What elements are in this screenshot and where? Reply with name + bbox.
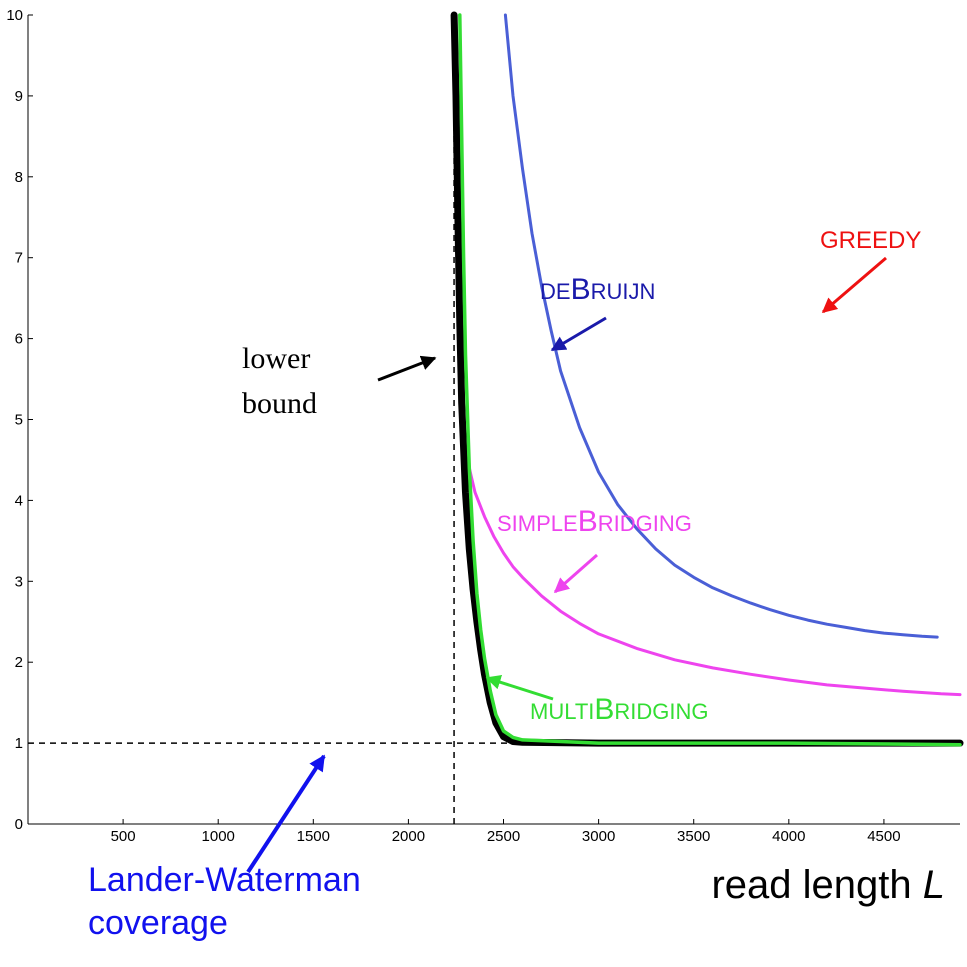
lower-bound-label-line1: lower: [242, 342, 310, 375]
debruijn-arrow: [550, 316, 607, 352]
y-tick-label: 7: [15, 250, 23, 267]
simple-label-small1: SIMPLE: [497, 511, 578, 536]
lower-bound-arrow: [377, 355, 437, 382]
x-axis-label-space: [912, 863, 923, 907]
y-tick-label: 8: [15, 169, 23, 186]
debruijn-label-small1: DE: [540, 279, 571, 304]
series-line-debruijn: [503, 13, 939, 639]
multi-label-small2: RIDGING: [614, 699, 708, 724]
y-tick-label: 0: [15, 816, 23, 833]
tick-group: 0 1 2 3 4 5 6 7 8 9 10 500 1000 1500 2000 2500 3000 3500 4…: [6, 7, 900, 845]
x-tick-label: 500: [111, 828, 136, 845]
series-line-multibridging: [458, 13, 962, 747]
x-tick-label: 2500: [487, 828, 520, 845]
simple-bridging-annotation: SIMPLEBRIDGING: [497, 505, 692, 594]
simple-bridging-label: SIMPLEBRIDGING: [497, 505, 692, 538]
simple-label-small2: RIDGING: [598, 511, 692, 536]
x-axis-title: read length L: [711, 863, 945, 907]
multi-bridging-arrow: [485, 674, 554, 701]
simple-bridging-arrow: [553, 553, 598, 594]
lander-waterman-label-line1: Lander-Waterman: [88, 861, 361, 899]
lower-bound-annotation: lower bound: [242, 342, 437, 420]
lander-waterman-annotation: Lander-Waterman coverage: [88, 754, 361, 942]
greedy-annotation: GREEDY: [820, 227, 921, 314]
y-tick-label: 6: [15, 331, 23, 348]
x-tick-label: 1000: [202, 828, 235, 845]
y-tick-label: 9: [15, 88, 23, 105]
x-tick-label: 3500: [677, 828, 710, 845]
simple-label-big: B: [578, 505, 598, 538]
series-group: [450, 11, 964, 747]
lander-waterman-label-line2: coverage: [88, 904, 228, 942]
multi-bridging-label: MULTIBRIDGING: [530, 693, 709, 726]
lower-bound-label-line2: bound: [242, 387, 317, 420]
series-line-simplebridging: [467, 466, 962, 697]
x-axis-label: read length L: [711, 863, 945, 907]
multi-label-big: B: [594, 693, 614, 726]
x-tick-label: 2000: [392, 828, 425, 845]
y-tick-label: 5: [15, 412, 23, 429]
greedy-arrow: [821, 256, 887, 314]
lander-waterman-arrow: [246, 754, 326, 874]
x-axis-label-var: L: [923, 863, 945, 907]
x-tick-label: 1500: [297, 828, 330, 845]
multi-bridging-annotation: MULTIBRIDGING: [485, 674, 709, 726]
multi-label-small1: MULTI: [530, 699, 594, 724]
y-tick-label: 3: [15, 573, 23, 590]
debruijn-label-small2: RUIJN: [591, 279, 656, 304]
x-axis-label-text: read length: [711, 863, 911, 907]
debruijn-label-big: B: [571, 273, 591, 306]
y-tick-label: 4: [15, 492, 23, 509]
x-tick-label: 4500: [867, 828, 900, 845]
y-tick-label: 1: [15, 735, 23, 752]
debruijn-annotation: DEBRUIJN: [540, 273, 655, 352]
greedy-label: GREEDY: [820, 227, 921, 254]
y-tick-label: 2: [15, 654, 23, 671]
y-tick-label: 10: [6, 7, 23, 24]
series-line-lower-bound: [450, 11, 964, 747]
x-tick-label: 4000: [772, 828, 805, 845]
debruijn-label: DEBRUIJN: [540, 273, 655, 306]
x-tick-label: 3000: [582, 828, 615, 845]
